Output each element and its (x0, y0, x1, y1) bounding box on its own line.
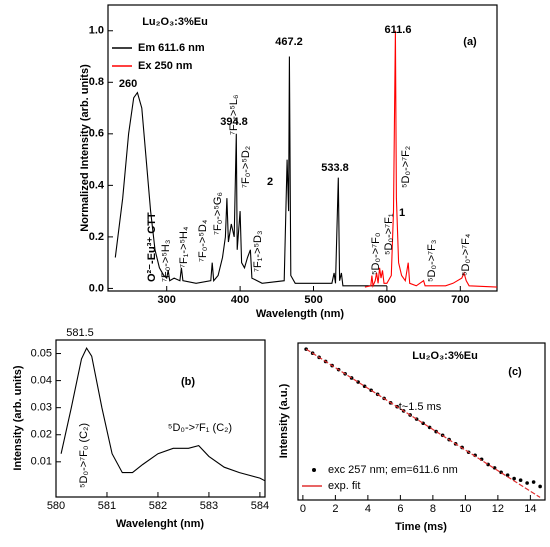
y-tick-label: 0.0 (89, 282, 104, 294)
plot-frame (55, 339, 266, 498)
annotation: (c) (508, 366, 522, 378)
annotation: 1 (399, 207, 405, 219)
x-tick-label: 6 (397, 503, 403, 515)
annotation: ⁷F₀->⁵G₆ (212, 192, 224, 235)
x-axis-label: Wavelenght (nm) (116, 518, 205, 530)
panel-title: Lu₂O₃:3%Eu (142, 16, 208, 28)
annotation: ⁵D₀->⁷F₀ (370, 233, 382, 275)
x-tick-label: 12 (492, 503, 504, 515)
annotation: (b) (181, 376, 195, 388)
x-axis-label: Wavelength (nm) (256, 308, 345, 320)
x-tick-label: 600 (378, 294, 396, 306)
data-line (305, 348, 541, 498)
plot-frame (107, 4, 498, 292)
plot-frame (297, 342, 546, 501)
annotation: ⁷F₀->⁵D₄ (197, 219, 209, 262)
x-tick-label: 4 (365, 503, 371, 515)
y-axis-label: Intensity (a.u.) (278, 383, 290, 458)
data-line (364, 30, 498, 288)
annotation: ⁷F₀->⁵H₃ (160, 240, 172, 282)
annotation: ⁵D₀->⁷F₁ (C₂) (168, 422, 232, 434)
annotation: ⁷F₁->⁵D₃ (252, 231, 264, 272)
annotation: ⁷F₀->⁵L₆ (228, 95, 240, 135)
annotation: 260 (119, 78, 137, 90)
x-tick-label: 14 (524, 503, 536, 515)
data-point (505, 473, 510, 477)
y-tick-label: 0.2 (89, 231, 104, 243)
annotation: (a) (463, 36, 477, 48)
y-tick-label: 0.05 (31, 347, 52, 359)
data-point (525, 481, 529, 485)
x-tick-label: 584 (251, 500, 269, 512)
data-point (538, 484, 542, 489)
data-point (512, 476, 516, 481)
x-tick-label: 2 (332, 503, 338, 515)
x-tick-label: 300 (158, 294, 176, 306)
x-tick-label: 400 (231, 294, 249, 306)
annotation: ⁷F₁->⁵H₄ (178, 226, 190, 268)
legend-label: Ex 250 nm (138, 60, 193, 72)
x-tick-label: 500 (304, 294, 322, 306)
legend-label: Em 611.6 nm (138, 42, 205, 54)
y-tick-label: 0.01 (31, 456, 52, 468)
annotation: 581.5 (66, 327, 94, 339)
data-line (60, 346, 266, 482)
x-tick-label: 581 (98, 500, 116, 512)
data-point (518, 478, 523, 483)
annotation: ⁵D₀->⁷F₁ (383, 213, 395, 255)
panel-title: Lu₂O₃:3%Eu (412, 350, 478, 362)
annotation: 2 (267, 176, 273, 188)
legend-label: exp. fit (328, 480, 360, 492)
x-tick-label: 0 (300, 503, 306, 515)
legend-symbol (312, 468, 316, 472)
data-line (114, 56, 387, 287)
annotation: ⁷F₀->⁵D₂ (240, 146, 252, 188)
y-tick-label: 0.8 (89, 76, 104, 88)
x-axis-label: Time (ms) (395, 521, 447, 533)
x-tick-label: 583 (200, 500, 218, 512)
annotation: ⁵D₀->⁷F₀ (C₂) (78, 423, 90, 488)
y-tick-label: 1.0 (89, 25, 104, 37)
x-tick-label: 580 (47, 500, 65, 512)
y-axis-label: Intensity (arb. units) (12, 365, 24, 470)
annotation: ⁵D₀->⁷F₄ (460, 233, 472, 276)
annotation: O²⁻-Eu³⁺ CTT (146, 212, 158, 282)
annotation: 611.6 (385, 24, 412, 36)
annotation: ⁵D₀->⁷F₃ (426, 240, 438, 282)
annotation: 533.8 (321, 162, 349, 174)
legend-label: exc 257 nm; em=611.6 nm (328, 464, 458, 476)
x-tick-label: 10 (459, 503, 471, 515)
annotation: 467.2 (275, 36, 303, 48)
annotation: t~1.5 ms (399, 401, 442, 413)
y-tick-label: 0.6 (89, 128, 104, 140)
y-tick-label: 0.4 (89, 179, 105, 191)
x-tick-label: 8 (430, 503, 436, 515)
data-point (531, 480, 536, 484)
y-axis-label: Normalized Intensity (arb. units) (79, 64, 91, 232)
annotation: 394.8 (220, 116, 248, 128)
annotation: ⁵D₀->⁷F₂ (400, 146, 412, 188)
x-tick-label: 700 (451, 294, 469, 306)
y-tick-label: 0.02 (31, 429, 52, 441)
x-tick-label: 582 (149, 500, 167, 512)
y-tick-label: 0.04 (31, 375, 52, 387)
y-tick-label: 0.03 (31, 402, 52, 414)
